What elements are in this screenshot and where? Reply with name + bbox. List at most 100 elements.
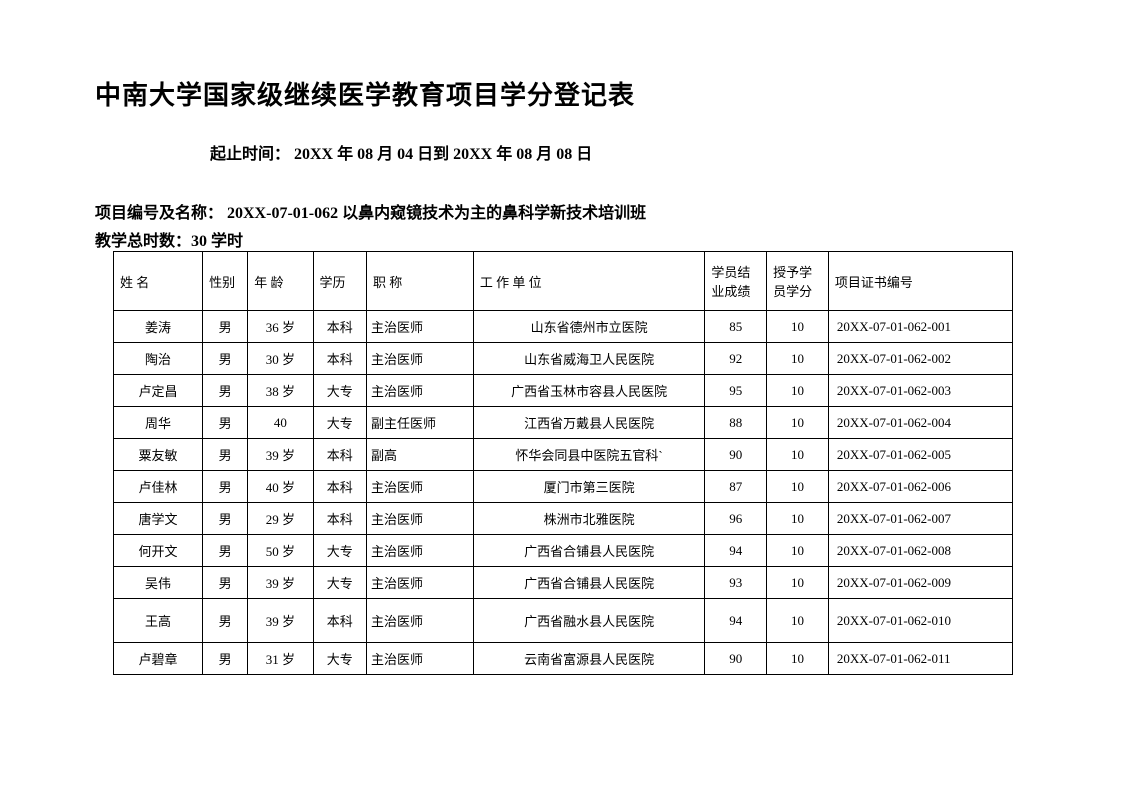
table-cell: 10 [767, 535, 829, 567]
header-score: 学员结业成绩 [705, 252, 767, 311]
table-cell: 93 [705, 567, 767, 599]
table-cell: 怀华会同县中医院五官科` [473, 439, 705, 471]
table-cell: 主治医师 [366, 375, 473, 407]
date-range: 起止时间： 20XX 年 08 月 04 日到 20XX 年 08 月 08 日 [210, 140, 1027, 164]
table-cell: 男 [203, 535, 248, 567]
table-cell: 38 岁 [248, 375, 313, 407]
table-cell: 50 岁 [248, 535, 313, 567]
table-cell: 卢碧章 [114, 643, 203, 675]
table-cell: 31 岁 [248, 643, 313, 675]
table-cell: 主治医师 [366, 471, 473, 503]
table-cell: 10 [767, 407, 829, 439]
table-cell: 男 [203, 375, 248, 407]
table-cell: 90 [705, 439, 767, 471]
table-cell: 男 [203, 471, 248, 503]
table-row: 卢碧章男31 岁大专主治医师云南省富源县人民医院901020XX-07-01-0… [114, 643, 1013, 675]
table-cell: 周华 [114, 407, 203, 439]
table-cell: 本科 [313, 343, 366, 375]
table-cell: 20XX-07-01-062-010 [828, 599, 1012, 643]
table-cell: 卢定昌 [114, 375, 203, 407]
table-cell: 株洲市北雅医院 [473, 503, 705, 535]
table-header-row: 姓 名 性别 年 龄 学历 职 称 工 作 单 位 学员结业成绩 授予学员学分 … [114, 252, 1013, 311]
table-cell: 山东省威海卫人民医院 [473, 343, 705, 375]
table-cell: 10 [767, 375, 829, 407]
table-cell: 主治医师 [366, 311, 473, 343]
table-cell: 主治医师 [366, 535, 473, 567]
table-cell: 92 [705, 343, 767, 375]
table-cell: 20XX-07-01-062-009 [828, 567, 1012, 599]
table-cell: 大专 [313, 535, 366, 567]
table-cell: 厦门市第三医院 [473, 471, 705, 503]
table-cell: 男 [203, 439, 248, 471]
table-row: 陶治男30 岁本科主治医师山东省威海卫人民医院921020XX-07-01-06… [114, 343, 1013, 375]
table-cell: 吴伟 [114, 567, 203, 599]
table-cell: 副高 [366, 439, 473, 471]
table-cell: 陶治 [114, 343, 203, 375]
table-cell: 本科 [313, 471, 366, 503]
table-cell: 40 [248, 407, 313, 439]
table-cell: 30 岁 [248, 343, 313, 375]
table-cell: 20XX-07-01-062-005 [828, 439, 1012, 471]
table-cell: 广西省合铺县人民医院 [473, 567, 705, 599]
table-cell: 山东省德州市立医院 [473, 311, 705, 343]
table-cell: 男 [203, 643, 248, 675]
table-cell: 男 [203, 503, 248, 535]
table-cell: 90 [705, 643, 767, 675]
header-name: 姓 名 [114, 252, 203, 311]
table-cell: 广西省玉林市容县人民医院 [473, 375, 705, 407]
table-cell: 87 [705, 471, 767, 503]
table-cell: 本科 [313, 311, 366, 343]
table-cell: 10 [767, 439, 829, 471]
table-cell: 20XX-07-01-062-003 [828, 375, 1012, 407]
table-row: 王高男39 岁本科主治医师广西省融水县人民医院941020XX-07-01-06… [114, 599, 1013, 643]
table-cell: 主治医师 [366, 599, 473, 643]
table-cell: 96 [705, 503, 767, 535]
table-cell: 10 [767, 343, 829, 375]
table-cell: 20XX-07-01-062-004 [828, 407, 1012, 439]
header-title: 职 称 [366, 252, 473, 311]
table-cell: 粟友敏 [114, 439, 203, 471]
header-unit: 工 作 单 位 [473, 252, 705, 311]
teaching-hours: 教学总时数：30 学时 [95, 227, 1027, 251]
table-row: 唐学文男29 岁本科主治医师株洲市北雅医院961020XX-07-01-062-… [114, 503, 1013, 535]
table-cell: 男 [203, 599, 248, 643]
page-title: 中南大学国家级继续医学教育项目学分登记表 [95, 75, 1027, 112]
table-cell: 主治医师 [366, 643, 473, 675]
table-cell: 男 [203, 343, 248, 375]
table-cell: 姜涛 [114, 311, 203, 343]
table-cell: 何开文 [114, 535, 203, 567]
table-cell: 10 [767, 567, 829, 599]
header-cert: 项目证书编号 [828, 252, 1012, 311]
table-row: 吴伟男39 岁大专主治医师广西省合铺县人民医院931020XX-07-01-06… [114, 567, 1013, 599]
table-cell: 副主任医师 [366, 407, 473, 439]
project-info: 项目编号及名称： 20XX-07-01-062 以鼻内窥镜技术为主的鼻科学新技术… [95, 199, 1027, 223]
table-cell: 39 岁 [248, 567, 313, 599]
table-cell: 20XX-07-01-062-008 [828, 535, 1012, 567]
table-cell: 本科 [313, 503, 366, 535]
table-cell: 江西省万戴县人民医院 [473, 407, 705, 439]
table-cell: 云南省富源县人民医院 [473, 643, 705, 675]
table-cell: 主治医师 [366, 503, 473, 535]
table-cell: 卢佳林 [114, 471, 203, 503]
table-cell: 唐学文 [114, 503, 203, 535]
table-row: 周华男40大专副主任医师江西省万戴县人民医院881020XX-07-01-062… [114, 407, 1013, 439]
table-cell: 男 [203, 311, 248, 343]
table-cell: 男 [203, 567, 248, 599]
table-cell: 王高 [114, 599, 203, 643]
table-cell: 大专 [313, 407, 366, 439]
table-cell: 20XX-07-01-062-007 [828, 503, 1012, 535]
table-row: 卢佳林男40 岁本科主治医师厦门市第三医院871020XX-07-01-062-… [114, 471, 1013, 503]
table-cell: 95 [705, 375, 767, 407]
table-cell: 大专 [313, 643, 366, 675]
table-cell: 主治医师 [366, 567, 473, 599]
table-cell: 88 [705, 407, 767, 439]
header-credit: 授予学员学分 [767, 252, 829, 311]
table-cell: 10 [767, 599, 829, 643]
table-cell: 10 [767, 471, 829, 503]
table-row: 姜涛男36 岁本科主治医师山东省德州市立医院851020XX-07-01-062… [114, 311, 1013, 343]
table-cell: 36 岁 [248, 311, 313, 343]
header-age: 年 龄 [248, 252, 313, 311]
table-cell: 94 [705, 599, 767, 643]
table-cell: 广西省融水县人民医院 [473, 599, 705, 643]
table-cell: 29 岁 [248, 503, 313, 535]
